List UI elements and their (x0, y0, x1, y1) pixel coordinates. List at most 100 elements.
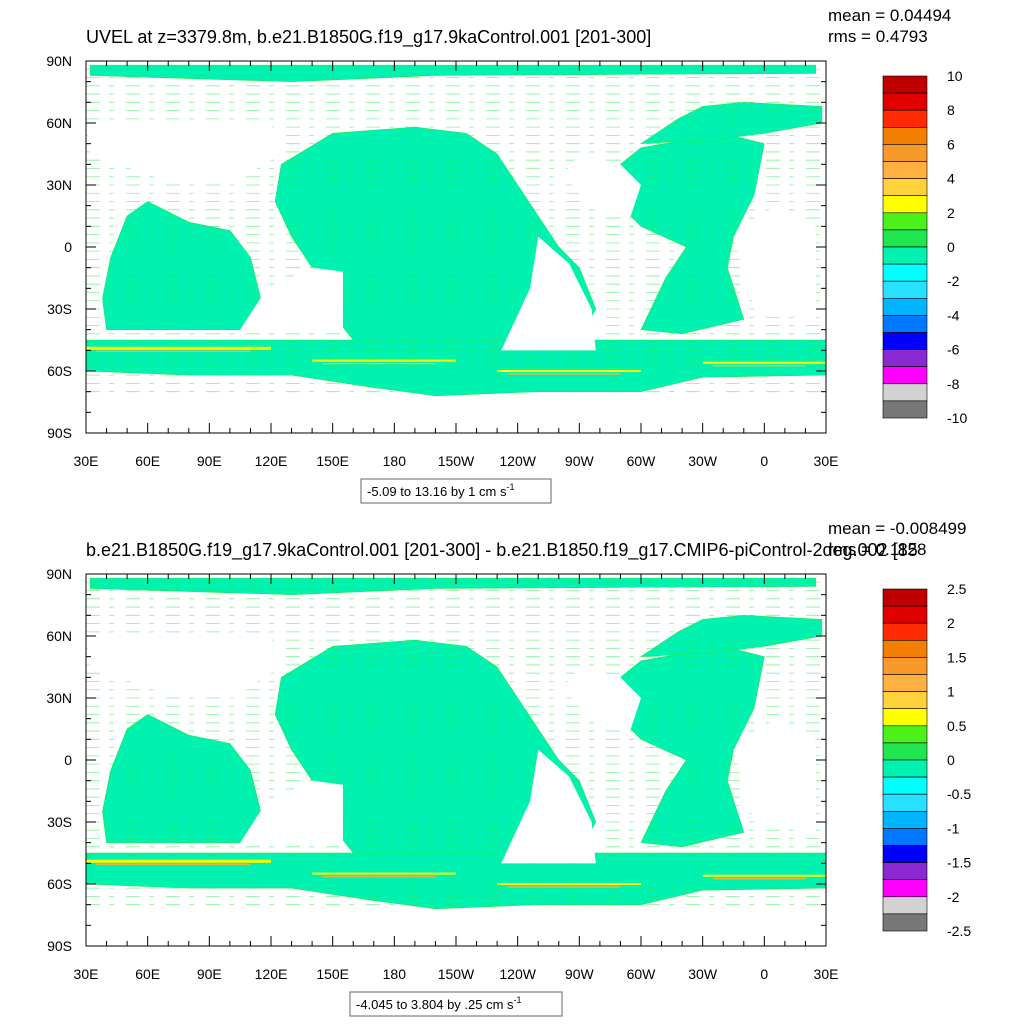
colorbar-label: 1.5 (947, 649, 967, 665)
ocean-region (102, 714, 262, 843)
colorbar-label: -2.5 (947, 923, 971, 939)
x-tick-label: 90E (197, 453, 222, 469)
x-tick-label: 150W (438, 453, 475, 469)
y-tick-label: 30N (46, 690, 72, 706)
x-tick-label: 150E (316, 453, 349, 469)
ocean-region (89, 577, 817, 595)
rms-stat: rms = 0.4793 (828, 27, 928, 46)
y-tick-label: 60N (46, 115, 72, 131)
x-tick-label: 120E (255, 453, 288, 469)
colorbar-swatch (882, 92, 928, 111)
colorbar-swatch (882, 759, 928, 778)
x-tick-label: 30W (688, 966, 718, 982)
ocean-region (102, 201, 262, 330)
colorbar-label: 4 (947, 171, 955, 187)
ocean-region (639, 102, 823, 145)
colorbar-swatch (882, 896, 928, 915)
colorbar-swatch (882, 332, 928, 350)
x-tick-label: 30E (74, 453, 99, 469)
y-tick-label: 0 (64, 752, 72, 768)
colorbar-swatch (882, 674, 928, 692)
range-label: -5.09 to 13.16 by 1 cm s-1 (367, 482, 514, 499)
colorbar-label: 10 (947, 68, 963, 84)
chart-title: UVEL at z=3379.8m, b.e21.B1850G.f19_g17.… (86, 27, 651, 48)
colorbar-swatch (882, 605, 928, 624)
x-tick-label: 120W (499, 966, 536, 982)
x-tick-label: 60E (135, 966, 160, 982)
colorbar-swatch (882, 366, 928, 385)
colorbar-label: -1.5 (947, 855, 971, 871)
land-mask (562, 667, 641, 729)
colorbar-swatch (882, 383, 928, 402)
colorbar-swatch (882, 315, 928, 333)
colorbar-swatch (882, 212, 928, 231)
colorbar-swatch (882, 622, 928, 641)
range-label-box: -5.09 to 13.16 by 1 cm s-1 (360, 478, 552, 504)
colorbar-swatch (882, 229, 928, 248)
colorbar-swatch (882, 349, 928, 368)
colorbar-swatch (882, 913, 928, 932)
ocean-region (86, 852, 826, 910)
map-panel-1: 30E 60E 90E 120E 150E 180 150W 120W 90W 60W 30W 0 30… (46, 6, 967, 504)
colorbar-swatch (882, 195, 928, 214)
colorbar-swatch (882, 845, 928, 863)
x-tick-label: 180 (383, 966, 407, 982)
colorbar-label: 2.5 (947, 581, 967, 597)
colorbar-swatch (882, 280, 928, 299)
y-tick-label: 60S (47, 876, 72, 892)
range-label-frame (349, 991, 563, 1017)
colorbar-swatch (882, 109, 928, 128)
land-mask (562, 154, 641, 216)
colorbar-swatch (882, 657, 928, 675)
land-mask (240, 267, 343, 330)
y-tick-label: 30S (47, 301, 72, 317)
colorbar-label: -1 (947, 820, 960, 836)
colorbar-swatch (882, 793, 928, 812)
colorbar-swatch (882, 828, 928, 846)
colorbar: 2.5 2 1.5 1 0.5 0 -0.5 -1 -1.5 -2 -2.5 (882, 581, 971, 939)
land-mask (86, 123, 282, 185)
y-tick-label: 60N (46, 628, 72, 644)
x-tick-label: 90W (565, 453, 595, 469)
x-tick-label: 120E (255, 966, 288, 982)
ocean-region (89, 64, 817, 82)
colorbar-label: 8 (947, 102, 955, 118)
x-tick-label: 120W (499, 453, 536, 469)
colorbar-label: -2 (947, 273, 960, 289)
colorbar: 10 8 6 4 2 0 -2 -4 -6 -8 -10 (882, 68, 967, 426)
y-tick-label: 90N (46, 53, 72, 69)
colorbar-swatch (882, 75, 928, 94)
colorbar-swatch (882, 588, 928, 607)
colorbar-label: 2 (947, 615, 955, 631)
colorbar-label: 0 (947, 239, 955, 255)
y-tick-label: 90N (46, 566, 72, 582)
colorbar-label: 0.5 (947, 718, 967, 734)
colorbar-swatch (882, 725, 928, 744)
colorbar-label: -6 (947, 342, 960, 358)
rms-stat: rms = 0.1128 (828, 540, 926, 559)
map-panel-2: 30E 60E 90E 120E 150E 180 150W 120W 90W 60W 30W 0 30… (46, 519, 971, 1017)
x-tick-label: 90W (565, 966, 595, 982)
x-tick-label: 150E (316, 966, 349, 982)
ocean-field (86, 577, 826, 946)
chart-title: b.e21.B1850G.f19_g17.9kaControl.001 [201… (86, 540, 918, 561)
x-tick-label: 60W (627, 966, 657, 982)
land-mask (240, 780, 343, 843)
colorbar-swatch (882, 161, 928, 179)
land-mask (733, 718, 816, 833)
x-tick-label: 60W (627, 453, 657, 469)
colorbar-swatch (882, 263, 928, 282)
colorbar-label: -4 (947, 307, 960, 323)
x-tick-label: 90E (197, 966, 222, 982)
colorbar-label: -8 (947, 376, 960, 392)
land-mask (501, 749, 596, 864)
colorbar-swatch (882, 127, 928, 145)
mean-stat: mean = 0.04494 (828, 6, 951, 25)
y-tick-label: 90S (47, 938, 72, 954)
colorbar-swatch (882, 862, 928, 880)
colorbar-swatch (882, 879, 928, 898)
x-tick-label: 30E (74, 966, 99, 982)
mean-stat: mean = -0.008499 (828, 519, 966, 538)
x-tick-label: 150W (438, 966, 475, 982)
range-label-box: -4.045 to 3.804 by .25 cm s-1 (349, 991, 563, 1017)
